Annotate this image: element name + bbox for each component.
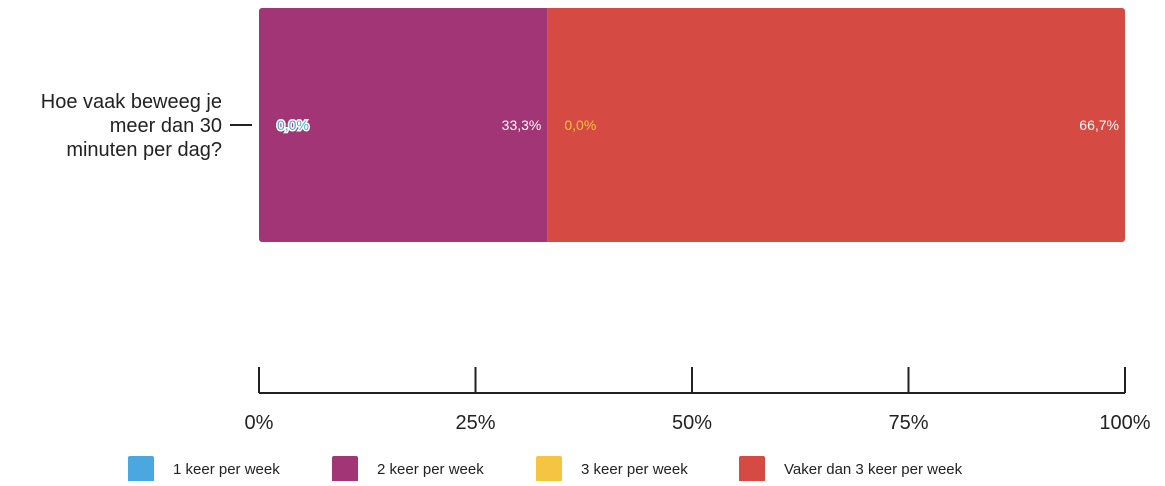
x-tick-label: 50%	[672, 412, 712, 434]
category-label-line: meer dan 30	[110, 115, 222, 137]
legend-label: 1 keer per week	[173, 461, 280, 478]
legend: 1 keer per week 2 keer per week 3 keer per…	[128, 456, 963, 482]
legend-label: Vaker dan 3 keer per week	[784, 461, 963, 478]
legend-swatch	[332, 456, 358, 482]
bar-segment	[547, 8, 1125, 242]
x-axis: 0% 25% 50% 75% 100%	[245, 367, 1151, 434]
data-label: 0,0%	[564, 117, 596, 133]
legend-label: 2 keer per week	[377, 461, 484, 478]
legend-swatch	[536, 456, 562, 482]
x-tick-label: 100%	[1099, 412, 1150, 434]
data-labels: 0,0% 33,3% 0,0% 66,7%	[276, 116, 1120, 135]
category-label-line: Hoe vaak beweeg je	[41, 91, 222, 113]
data-label: 0,0%	[277, 117, 309, 133]
legend-label: 3 keer per week	[581, 461, 688, 478]
bar-segments	[259, 8, 1125, 242]
category-label-line: minuten per dag?	[66, 139, 222, 161]
bar-segment	[259, 8, 548, 242]
x-tick-label: 25%	[455, 412, 495, 434]
legend-swatch	[128, 456, 154, 482]
data-label: 66,7%	[1079, 117, 1119, 133]
data-label: 33,3%	[502, 117, 542, 133]
x-tick-label: 75%	[888, 412, 928, 434]
legend-swatch	[739, 456, 765, 482]
x-tick-label: 0%	[245, 412, 274, 434]
